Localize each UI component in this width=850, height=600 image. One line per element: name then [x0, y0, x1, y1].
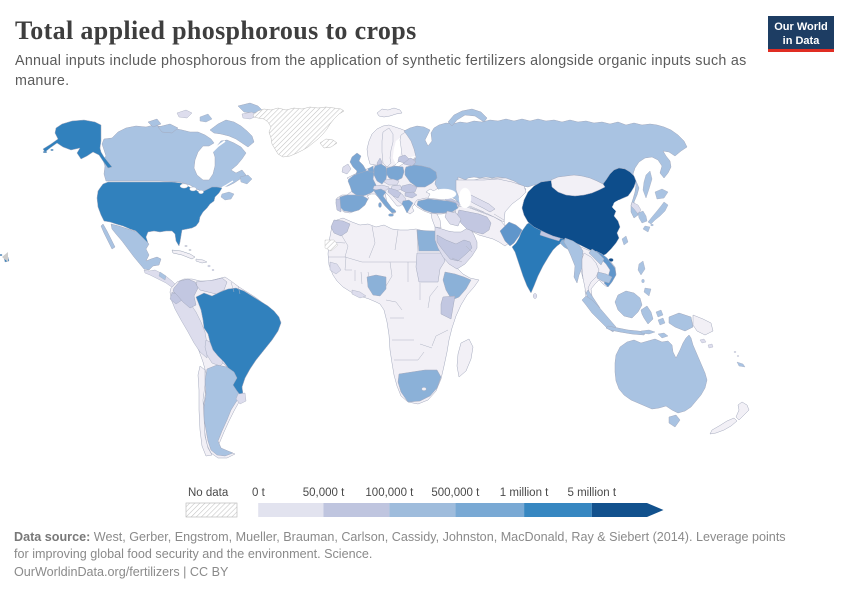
svg-text:5 million t: 5 million t — [568, 487, 617, 499]
svg-text:1 million t: 1 million t — [500, 487, 549, 499]
svg-text:0 t: 0 t — [252, 487, 266, 499]
svg-text:50,000 t: 50,000 t — [303, 487, 345, 499]
svg-text:500,000 t: 500,000 t — [431, 487, 480, 499]
svg-text:100,000 t: 100,000 t — [365, 487, 414, 499]
svg-text:No data: No data — [188, 487, 229, 499]
